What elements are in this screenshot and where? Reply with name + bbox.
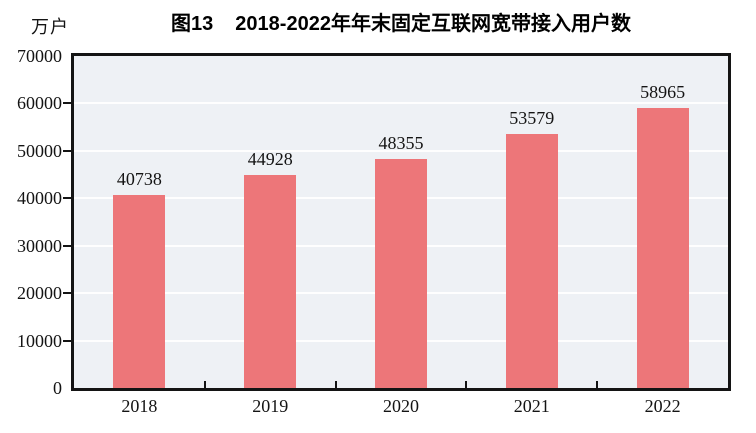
bar-value-label-2020: 48355	[378, 132, 424, 153]
bar-2019	[244, 174, 297, 388]
x-axis-label-2021: 2021	[513, 396, 550, 416]
gridline-50000	[74, 149, 728, 152]
bar-2018	[113, 194, 166, 388]
bar-value-label-2022: 58965	[640, 82, 686, 103]
x-axis-label-2018: 2018	[121, 396, 158, 416]
chart-title: 图13 2018-2022年年末固定互联网宽带接入用户数	[74, 7, 728, 36]
y-tick-30000	[63, 244, 71, 247]
chart-title-text: 2018-2022年年末固定互联网宽带接入用户数	[235, 13, 631, 35]
y-tick-label-40000: 40000	[17, 188, 62, 209]
bar-2020	[375, 158, 427, 388]
figure-number-label: 图13	[171, 13, 214, 35]
y-tick-50000	[63, 149, 71, 152]
gridline-60000	[74, 102, 728, 105]
x-tick-2	[334, 381, 337, 388]
x-axis-label-2022: 2022	[644, 396, 681, 416]
bar-2021	[505, 133, 558, 388]
bar-value-label-2021: 53579	[509, 107, 555, 128]
y-tick-label-70000: 70000	[17, 46, 62, 66]
y-tick-20000	[63, 292, 71, 295]
x-tick-4	[596, 381, 599, 388]
x-tick-1	[203, 381, 206, 388]
x-axis-label-2019: 2019	[252, 396, 289, 416]
bar-value-label-2019: 44928	[247, 148, 293, 169]
y-tick-10000	[63, 339, 71, 342]
x-axis-label-2020: 2020	[383, 396, 419, 416]
y-axis-unit-label: 万户	[31, 17, 69, 37]
bar-2022	[636, 108, 689, 388]
y-tick-label-30000: 30000	[17, 235, 62, 256]
bar-value-label-2018: 40738	[116, 168, 162, 189]
y-tick-40000	[63, 197, 71, 200]
y-tick-60000	[63, 102, 71, 105]
x-tick-3	[465, 381, 468, 388]
y-tick-label-20000: 20000	[17, 283, 62, 304]
y-tick-label-60000: 60000	[17, 93, 62, 114]
y-tick-label-0: 0	[53, 378, 62, 398]
y-tick-label-10000: 10000	[17, 330, 62, 351]
y-tick-label-50000: 50000	[17, 140, 62, 161]
